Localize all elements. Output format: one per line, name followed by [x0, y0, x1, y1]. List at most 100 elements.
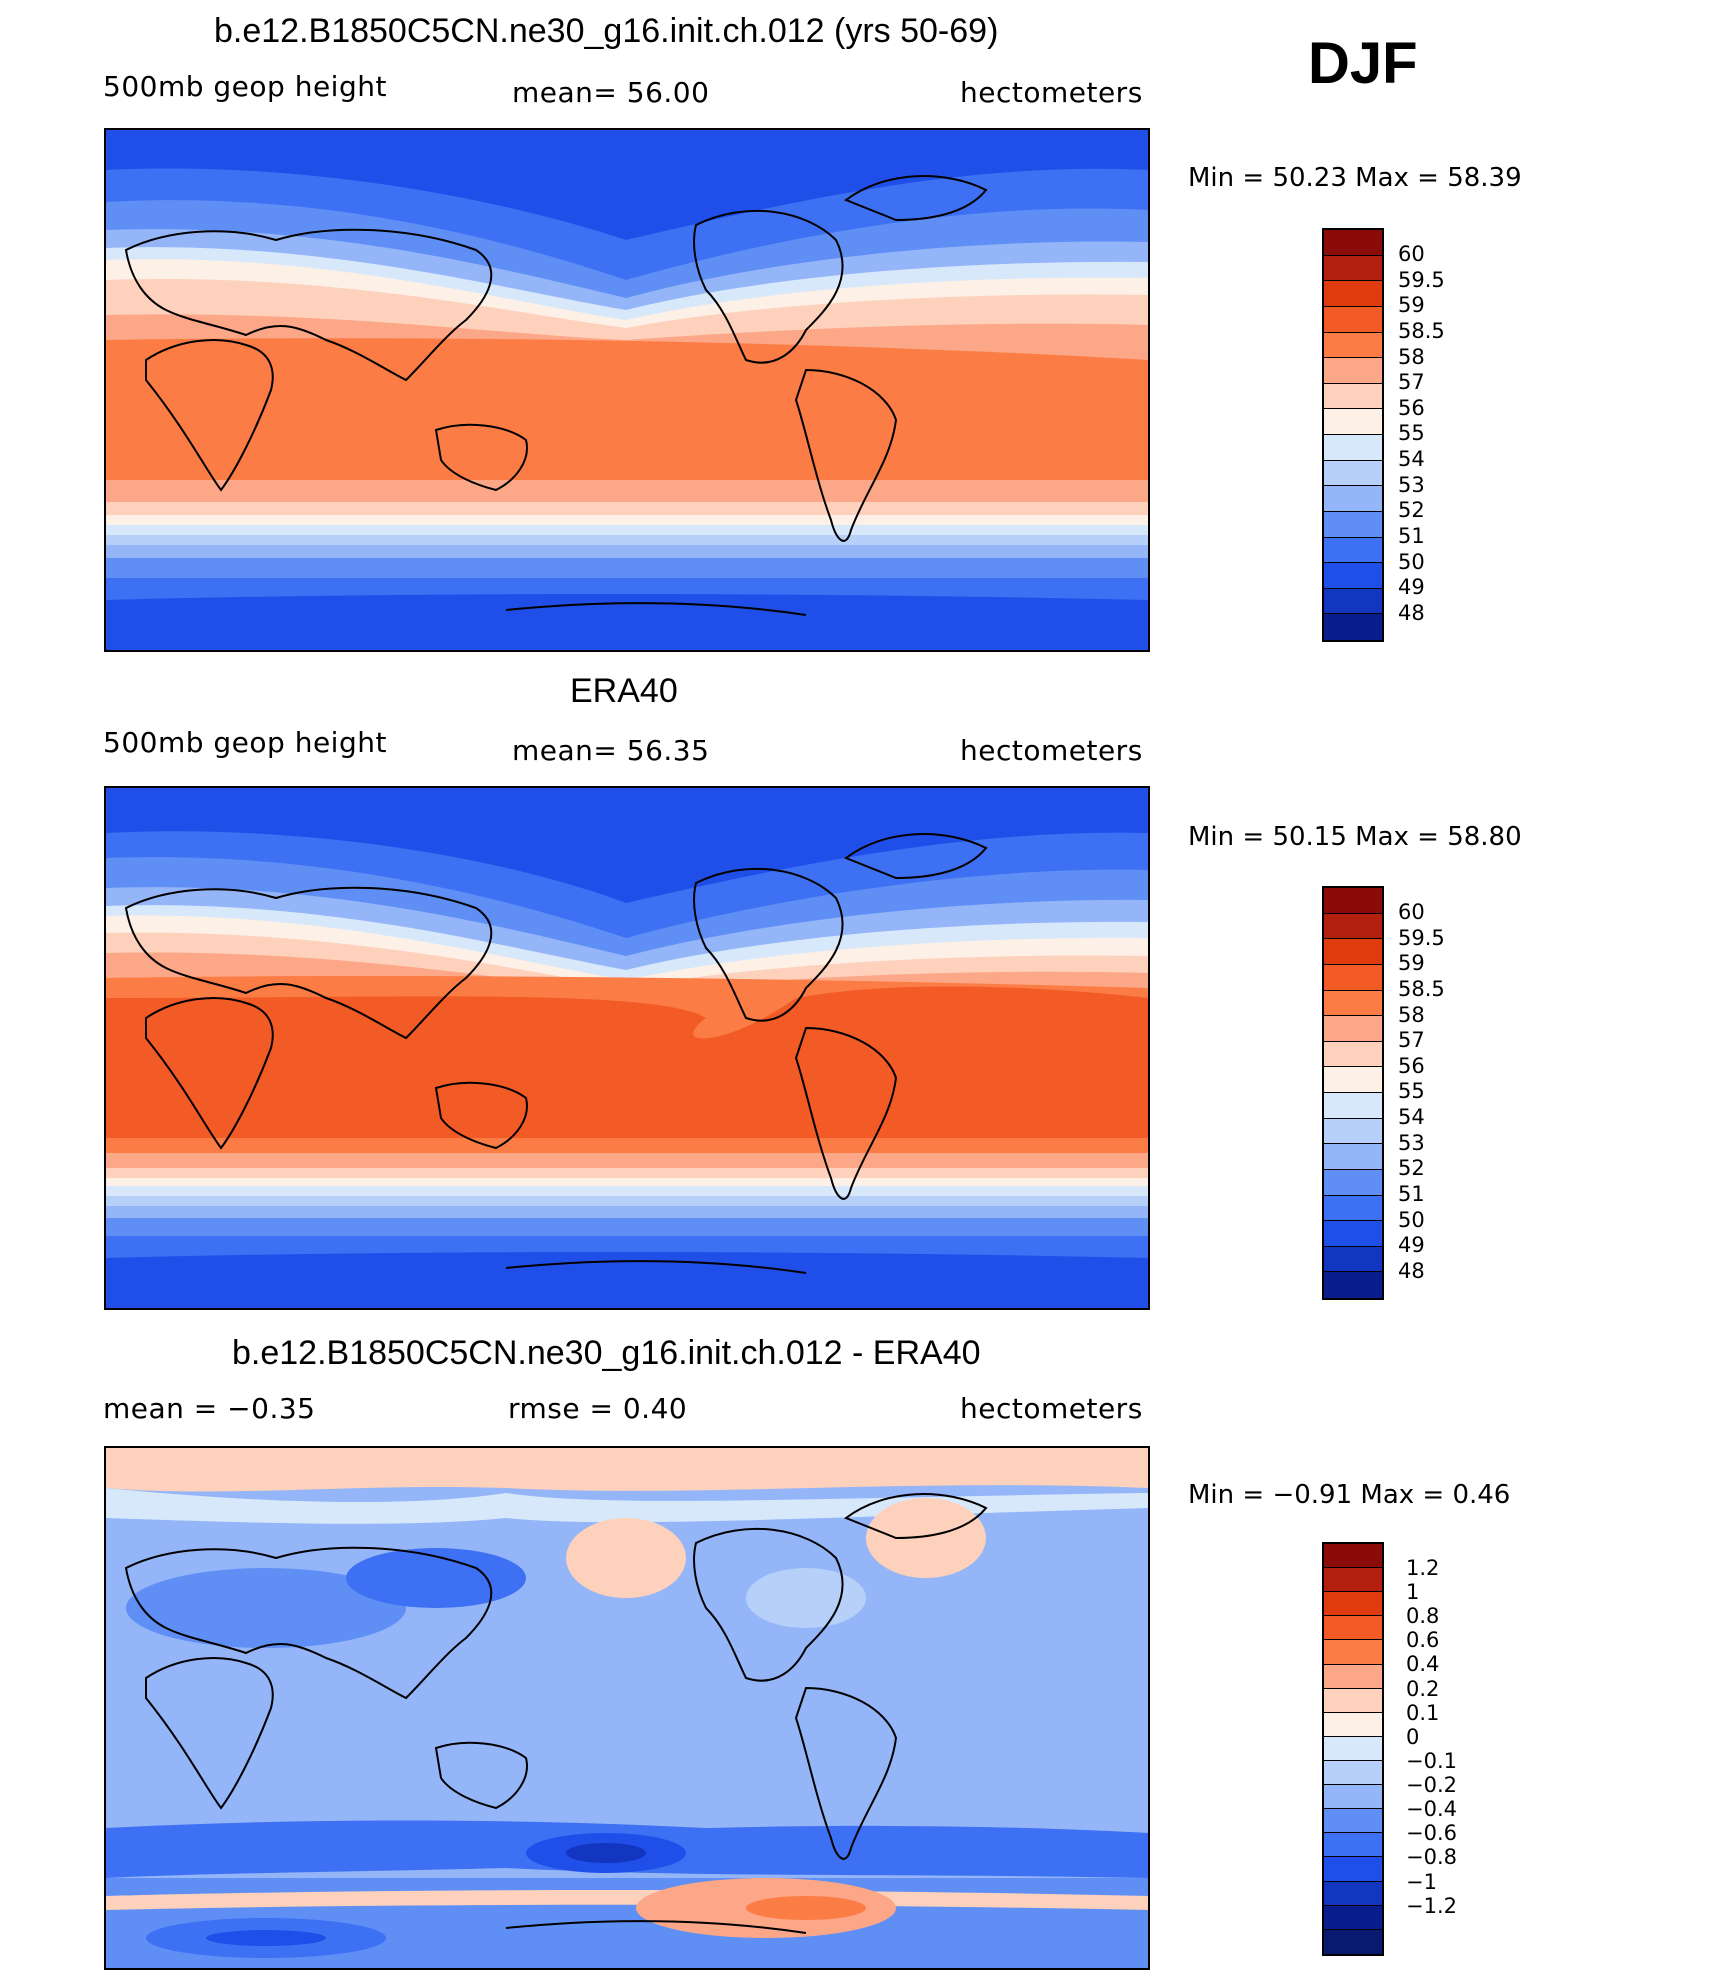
colorbar-swatch: [1324, 1272, 1382, 1298]
colorbar-tick-label: 58: [1398, 344, 1425, 369]
colorbar-swatch: [1324, 964, 1382, 991]
colorbar-tick-label: −0.4: [1406, 1797, 1457, 1822]
colorbar-tick-label: 52: [1398, 498, 1425, 523]
colorbar-swatch: [1324, 1067, 1382, 1093]
colorbar-tick-label: 55: [1398, 421, 1425, 446]
colorbar-tick-label: 1: [1406, 1580, 1420, 1605]
colorbar-swatch: [1324, 1833, 1382, 1858]
colorbar-tick-label: 60: [1398, 242, 1425, 266]
colorbar-tick-label: 54: [1398, 1105, 1425, 1129]
colorbar-tick-label: 0.2: [1406, 1676, 1440, 1701]
colorbar-tick-label: 58.5: [1398, 318, 1445, 343]
colorbar-swatch: [1324, 588, 1382, 615]
colorbar-tick-label: 57: [1398, 1028, 1425, 1053]
colorbar-swatch: [1324, 1016, 1382, 1042]
colorbar-swatch: [1324, 230, 1382, 256]
colorbar-tick-label: 59.5: [1398, 267, 1445, 292]
panel-3-title: b.e12.B1850C5CN.ne30_g16.init.ch.012 - E…: [232, 1334, 981, 1372]
colorbar-swatch: [1324, 1736, 1382, 1761]
colorbar-swatch: [1324, 1905, 1382, 1930]
panel-1-title: b.e12.B1850C5CN.ne30_g16.init.ch.012 (yr…: [214, 12, 999, 50]
colorbar-tick-label: 0.1: [1406, 1700, 1440, 1725]
colorbar-swatch: [1324, 1093, 1382, 1119]
panel-3-minmax: Min = −0.91 Max = 0.46: [1188, 1480, 1511, 1510]
panel-2-minmax: Min = 50.15 Max = 58.80: [1188, 822, 1522, 852]
panel-2-variable-label: 500mb geop height: [103, 726, 387, 759]
colorbar-tick-label: 59: [1398, 951, 1425, 976]
panel-1-units-label: hectometers: [960, 76, 1143, 109]
colorbar-swatch: [1324, 1144, 1382, 1170]
panel-1-colorbar-labels: 60 59.5 59 58.5 58 57 56 55 54 53 52 51 50 49 48: [1398, 244, 1518, 644]
colorbar-swatch: [1324, 537, 1382, 564]
panel-3-colorbar: [1322, 1542, 1384, 1956]
colorbar-swatch: [1324, 1640, 1382, 1665]
colorbar-swatch: [1324, 1041, 1382, 1068]
colorbar-swatch: [1324, 990, 1382, 1017]
colorbar-swatch: [1324, 358, 1382, 384]
colorbar-swatch: [1324, 1785, 1382, 1810]
panel-3-colorbar-labels: 1.2 1 0.8 0.6 0.4 0.2 0.1 0 −0.1 −0.2 −0.4 −0.6 −0.8…: [1406, 1558, 1526, 1958]
colorbar-tick-label: −0.2: [1406, 1773, 1457, 1798]
colorbar-tick-label: 0.4: [1406, 1652, 1440, 1677]
colorbar-tick-label: 48: [1398, 1258, 1425, 1283]
colorbar-tick-label: 0.6: [1406, 1628, 1440, 1653]
colorbar-tick-label: 54: [1398, 447, 1425, 471]
panel-1-map: [104, 128, 1150, 652]
colorbar-swatch: [1324, 1568, 1382, 1593]
colorbar-swatch: [1324, 306, 1382, 333]
colorbar-tick-label: 53: [1398, 472, 1425, 497]
colorbar-tick-label: 0.8: [1406, 1604, 1440, 1629]
colorbar-swatch: [1324, 1809, 1382, 1834]
colorbar-swatch: [1324, 1760, 1382, 1786]
colorbar-swatch: [1324, 1544, 1382, 1569]
colorbar-swatch: [1324, 511, 1382, 538]
colorbar-tick-label: 58: [1398, 1002, 1425, 1027]
colorbar-swatch: [1324, 460, 1382, 487]
colorbar-swatch: [1324, 1118, 1382, 1145]
colorbar-swatch: [1324, 888, 1382, 914]
colorbar-swatch: [1324, 383, 1382, 410]
panel-1-colorbar: [1322, 228, 1384, 642]
colorbar-tick-label: 48: [1398, 600, 1425, 625]
colorbar-tick-label: 57: [1398, 370, 1425, 395]
panel-1-minmax: Min = 50.23 Max = 58.39: [1188, 163, 1522, 193]
season-label: DJF: [1308, 31, 1418, 96]
colorbar-tick-label: −0.1: [1406, 1748, 1457, 1773]
panel-3-mean-label: mean = −0.35: [103, 1392, 316, 1425]
colorbar-tick-label: 55: [1398, 1079, 1425, 1104]
colorbar-swatch: [1324, 1221, 1382, 1247]
colorbar-swatch: [1324, 1929, 1382, 1954]
colorbar-swatch: [1324, 1664, 1382, 1689]
colorbar-swatch: [1324, 614, 1382, 640]
colorbar-swatch: [1324, 332, 1382, 359]
panel-2-mean-label: mean= 56.35: [512, 734, 710, 767]
colorbar-swatch: [1324, 563, 1382, 589]
panel-3-rmse-label: rmse = 0.40: [508, 1392, 688, 1425]
colorbar-tick-label: 50: [1398, 549, 1425, 574]
colorbar-tick-label: −0.8: [1406, 1845, 1457, 1870]
colorbar-swatch: [1324, 1592, 1382, 1617]
colorbar-tick-label: 50: [1398, 1207, 1425, 1232]
panel-3-units-label: hectometers: [960, 1392, 1143, 1425]
colorbar-tick-label: −1: [1406, 1869, 1437, 1894]
colorbar-swatch: [1324, 1246, 1382, 1273]
panel-2-colorbar: [1322, 886, 1384, 1300]
colorbar-tick-label: 51: [1398, 1181, 1425, 1206]
colorbar-tick-label: 52: [1398, 1156, 1425, 1181]
colorbar-tick-label: 60: [1398, 900, 1425, 924]
colorbar-swatch: [1324, 435, 1382, 461]
panel-2-units-label: hectometers: [960, 734, 1143, 767]
colorbar-tick-label: 51: [1398, 523, 1425, 548]
colorbar-tick-label: 56: [1398, 1053, 1425, 1078]
colorbar-tick-label: 59: [1398, 293, 1425, 318]
colorbar-tick-label: 56: [1398, 395, 1425, 420]
colorbar-swatch: [1324, 1688, 1382, 1713]
colorbar-tick-label: −1.2: [1406, 1893, 1457, 1918]
colorbar-swatch: [1324, 409, 1382, 435]
colorbar-swatch: [1324, 1857, 1382, 1882]
colorbar-tick-label: 0: [1406, 1724, 1420, 1749]
colorbar-swatch: [1324, 913, 1382, 940]
panel-1-variable-label: 500mb geop height: [103, 70, 387, 103]
colorbar-swatch: [1324, 1616, 1382, 1641]
panel-3-map: [104, 1446, 1150, 1970]
